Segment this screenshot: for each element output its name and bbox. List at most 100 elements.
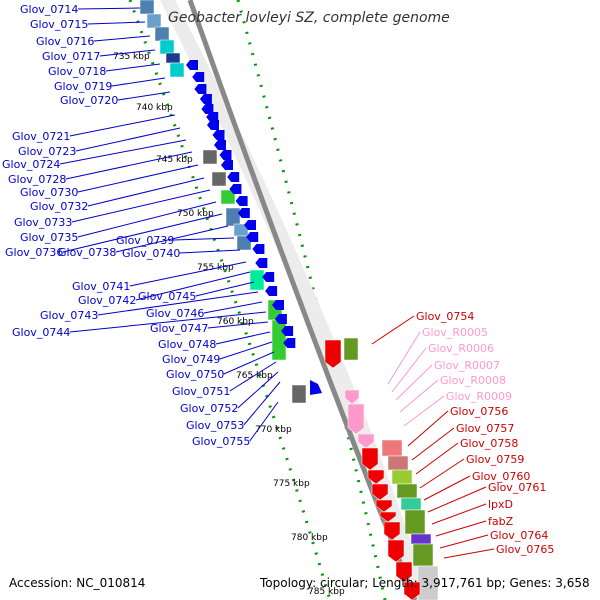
right-gene-label[interactable]: lpxD <box>488 498 513 511</box>
leader-line <box>203 301 263 314</box>
reverse-gene-arrow <box>283 338 296 348</box>
right-gene-label[interactable]: Glov_R0008 <box>440 374 506 387</box>
left-gene-label[interactable]: Glov_0730 <box>20 186 78 199</box>
left-gene-label[interactable]: Glov_0755 <box>192 435 250 448</box>
reverse-gene-arrow <box>252 244 265 254</box>
leader-line <box>77 201 217 238</box>
left-gene-label[interactable]: Glov_0746 <box>146 307 204 320</box>
right-gene-label[interactable]: Glov_R0006 <box>428 342 494 355</box>
left-gene-label[interactable]: Glov_0747 <box>150 322 208 335</box>
reverse-gene-arrow <box>186 60 198 70</box>
leader-line <box>229 361 277 392</box>
left-gene-label[interactable]: Glov_0728 <box>8 173 66 186</box>
feature-blocks <box>139 0 439 600</box>
topology-text: Topology: circular; Length: 3,917,761 bp… <box>260 576 590 590</box>
left-gene-label[interactable]: Glov_0735 <box>20 231 78 244</box>
kbp-tick-label: 785 kbp <box>308 587 345 597</box>
left-gene-label[interactable]: Glov_0721 <box>12 130 70 143</box>
left-gene-label[interactable]: Glov_0743 <box>40 309 98 322</box>
left-gene-label[interactable]: Glov_0752 <box>180 402 238 415</box>
leader-line <box>195 281 255 297</box>
reverse-gene-arrow <box>214 140 226 150</box>
leader-line <box>371 315 415 345</box>
right-gene-label[interactable]: Glov_0756 <box>450 405 508 418</box>
feature-block <box>391 469 413 485</box>
left-gene-label[interactable]: Glov_0740 <box>122 247 180 260</box>
leader-line <box>219 341 273 360</box>
left-gene-label[interactable]: Glov_0741 <box>72 280 130 293</box>
forward-gene-arrow <box>367 469 385 485</box>
reverse-gene-arrow <box>235 196 248 206</box>
left-gene-label[interactable]: Glov_0749 <box>162 353 220 366</box>
feature-block <box>165 52 181 64</box>
left-gene-label[interactable]: Glov_0744 <box>12 326 70 339</box>
leader-line <box>427 486 487 513</box>
reverse-gene-arrow <box>227 172 240 182</box>
right-gene-label[interactable]: Glov_0760 <box>472 470 530 483</box>
feature-block <box>139 0 155 15</box>
right-gene-label[interactable]: Glov_0757 <box>456 422 514 435</box>
label-leader-lines <box>59 7 495 559</box>
feature-block <box>412 543 434 567</box>
feature-block <box>400 497 422 511</box>
left-gene-label[interactable]: Glov_0723 <box>18 145 76 158</box>
feature-block <box>159 39 175 55</box>
leader-line <box>71 189 211 223</box>
right-gene-label[interactable]: Glov_0761 <box>488 481 546 494</box>
left-gene-label[interactable]: Glov_0714 <box>20 3 78 16</box>
leader-line <box>207 321 269 329</box>
right-gene-label[interactable]: Glov_0765 <box>496 543 554 556</box>
left-gene-label[interactable]: Glov_0753 <box>186 419 244 432</box>
right-gene-label[interactable]: Glov_R0005 <box>422 326 488 339</box>
left-gene-label[interactable]: Glov_0733 <box>14 216 72 229</box>
leader-line <box>87 177 205 207</box>
right-gene-label[interactable]: Glov_0759 <box>466 453 524 466</box>
genome-title: Geobacter lovleyi SZ, complete genome <box>168 10 450 26</box>
left-gene-label[interactable]: Glov_0724 <box>2 158 60 171</box>
feature-block <box>154 26 170 42</box>
leader-line <box>77 7 141 10</box>
feature-block <box>220 189 236 205</box>
right-gene-label[interactable]: Glov_0764 <box>490 529 548 542</box>
kbp-tick-label: 770 kbp <box>255 425 292 435</box>
reverse-gene-arrow <box>192 72 205 82</box>
left-gene-label[interactable]: Glov_0739 <box>116 234 174 247</box>
leader-line <box>65 151 193 180</box>
left-gene-label[interactable]: Glov_0716 <box>36 35 94 48</box>
left-gene-label[interactable]: Glov_0732 <box>30 200 88 213</box>
right-gene-label[interactable]: fabZ <box>488 515 514 528</box>
reverse-gene-arrow <box>219 150 232 160</box>
reverse-gene-arrow <box>221 160 233 170</box>
leader-line <box>243 381 281 426</box>
left-gene-label[interactable]: Glov_0742 <box>78 294 136 307</box>
left-gene-label[interactable]: Glov_0717 <box>42 50 100 63</box>
forward-gene-arrow <box>379 511 397 523</box>
left-gene-label[interactable]: Glov_0738 <box>58 246 116 259</box>
feature-block <box>387 455 409 471</box>
leader-line <box>129 261 247 287</box>
leader-line <box>115 225 229 253</box>
left-gene-label[interactable]: Glov_0720 <box>60 94 118 107</box>
reverse-gene-arrow <box>246 232 259 242</box>
left-gene-label[interactable]: Glov_0750 <box>166 368 224 381</box>
right-gene-label[interactable]: Glov_R0007 <box>434 359 500 372</box>
left-gene-label[interactable]: Glov_0719 <box>54 80 112 93</box>
forward-gene-arrow <box>344 389 360 405</box>
left-gene-label[interactable]: Glov_0718 <box>48 65 106 78</box>
right-gene-label[interactable]: Glov_R0009 <box>446 390 512 403</box>
forward-gene-arrow <box>387 539 405 563</box>
right-gene-label[interactable]: Glov_0758 <box>460 437 518 450</box>
left-gene-label[interactable]: Glov_0748 <box>158 338 216 351</box>
left-gene-label[interactable]: Glov_0751 <box>172 385 230 398</box>
left-gene-label[interactable]: Glov_0745 <box>138 290 196 303</box>
right-gene-label[interactable]: Glov_0754 <box>416 310 474 323</box>
leader-line <box>97 291 259 316</box>
kbp-tick-label: 780 kbp <box>291 533 328 543</box>
forward-gene-arrow <box>375 499 393 513</box>
left-gene-label[interactable]: Glov_0715 <box>30 18 88 31</box>
forward-gene-arrow <box>324 339 342 369</box>
leader-line <box>431 503 487 525</box>
reverse-gene-arrow <box>207 120 219 130</box>
left-gene-label[interactable]: Glov_0736 <box>5 246 63 259</box>
